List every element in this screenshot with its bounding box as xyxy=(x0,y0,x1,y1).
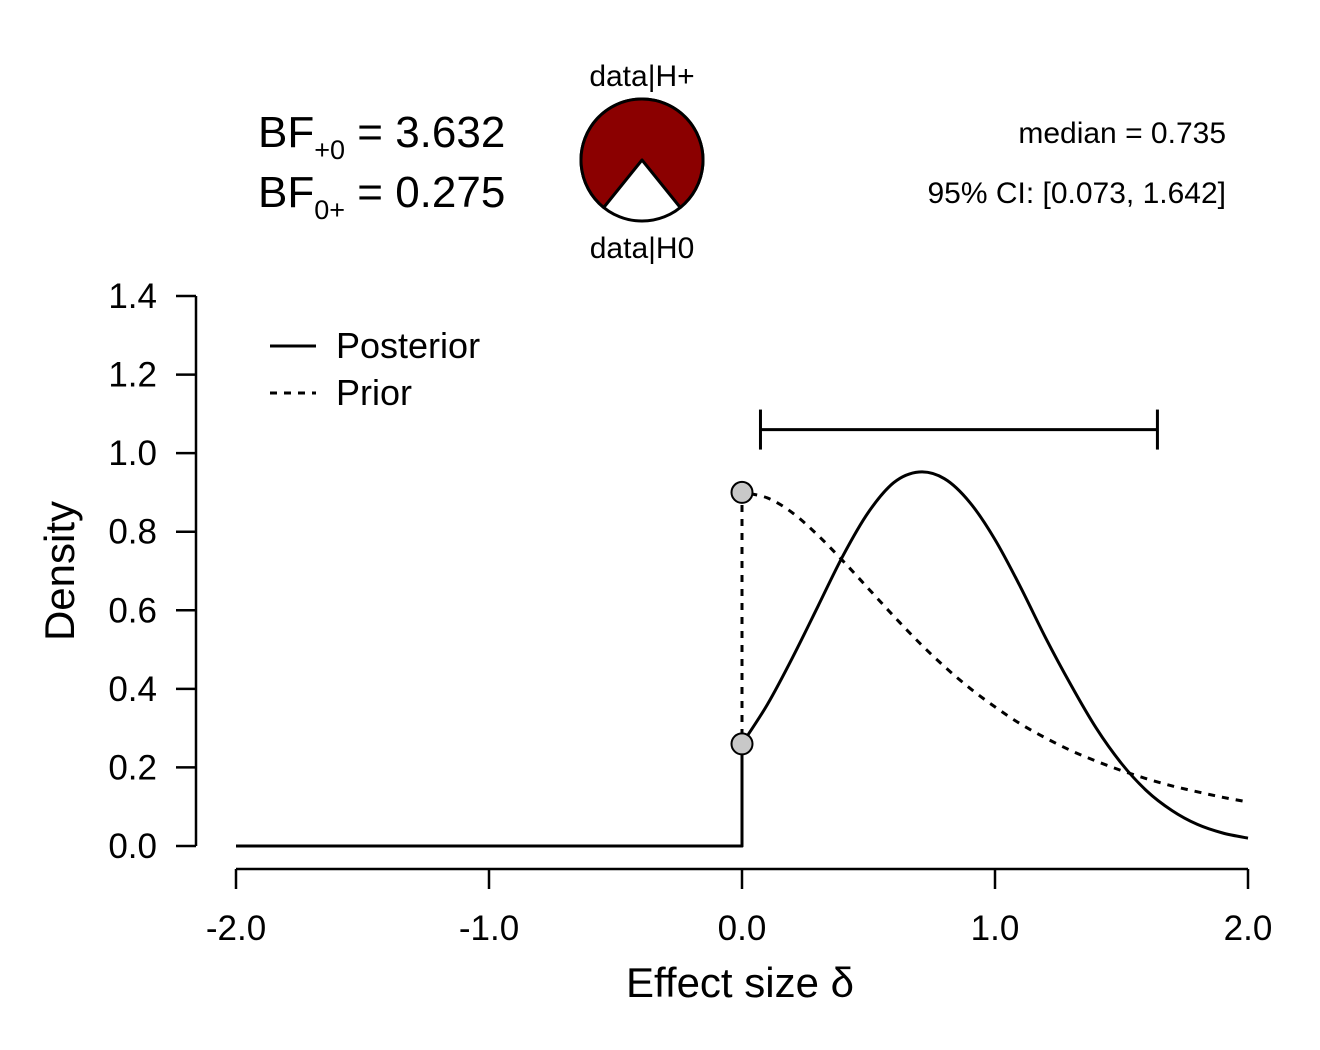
y-axis-title: Density xyxy=(36,501,83,641)
bf-0plus-text: BF0+ = 0.275 xyxy=(258,168,505,225)
y-tick-label: 0.6 xyxy=(108,591,157,630)
y-tick-label: 1.4 xyxy=(108,277,157,316)
credible-interval-bar xyxy=(758,409,1159,450)
legend-prior-label: Prior xyxy=(336,372,412,413)
legend: Posterior Prior xyxy=(270,325,480,413)
bf-plus0-text: BF+0 = 3.632 xyxy=(258,108,505,165)
x-tick-label: -1.0 xyxy=(459,909,519,948)
y-tick-label: 1.2 xyxy=(108,356,157,395)
prior-line xyxy=(236,490,1249,848)
y-tick-label: 0.0 xyxy=(108,827,157,866)
x-tick-label: -2.0 xyxy=(206,909,266,948)
x-tick-label: 0.0 xyxy=(718,909,767,948)
legend-posterior-label: Posterior xyxy=(336,325,480,366)
y-tick-label: 1.0 xyxy=(108,434,157,473)
x-axis-ticks: -2.0 -1.0 0.0 1.0 2.0 xyxy=(206,869,1272,948)
y-tick-label: 0.2 xyxy=(108,748,157,787)
prior-density-at-zero-point xyxy=(730,480,754,504)
x-tick-label: 1.0 xyxy=(971,909,1020,948)
points-layer xyxy=(730,480,754,756)
posterior-line xyxy=(236,470,1249,848)
posterior-density-at-zero-point xyxy=(730,732,754,756)
y-axis-ticks: 0.0 0.2 0.4 0.6 0.8 1.0 1.2 1.4 xyxy=(108,277,196,866)
y-tick-label: 0.4 xyxy=(108,670,157,709)
x-axis-title: Effect size δ xyxy=(626,959,854,1006)
series-layer xyxy=(236,470,1249,848)
pizza-top-label: data|H+ xyxy=(589,60,694,93)
ci-text: 95% CI: [0.073, 1.642] xyxy=(927,177,1226,210)
pizza-bottom-label: data|H0 xyxy=(590,232,695,265)
median-text: median = 0.735 xyxy=(1018,117,1226,150)
y-tick-label: 0.8 xyxy=(108,513,157,552)
pizza-plot xyxy=(579,97,705,223)
x-tick-label: 2.0 xyxy=(1224,909,1273,948)
pizza-h-plus-slice xyxy=(579,97,705,209)
